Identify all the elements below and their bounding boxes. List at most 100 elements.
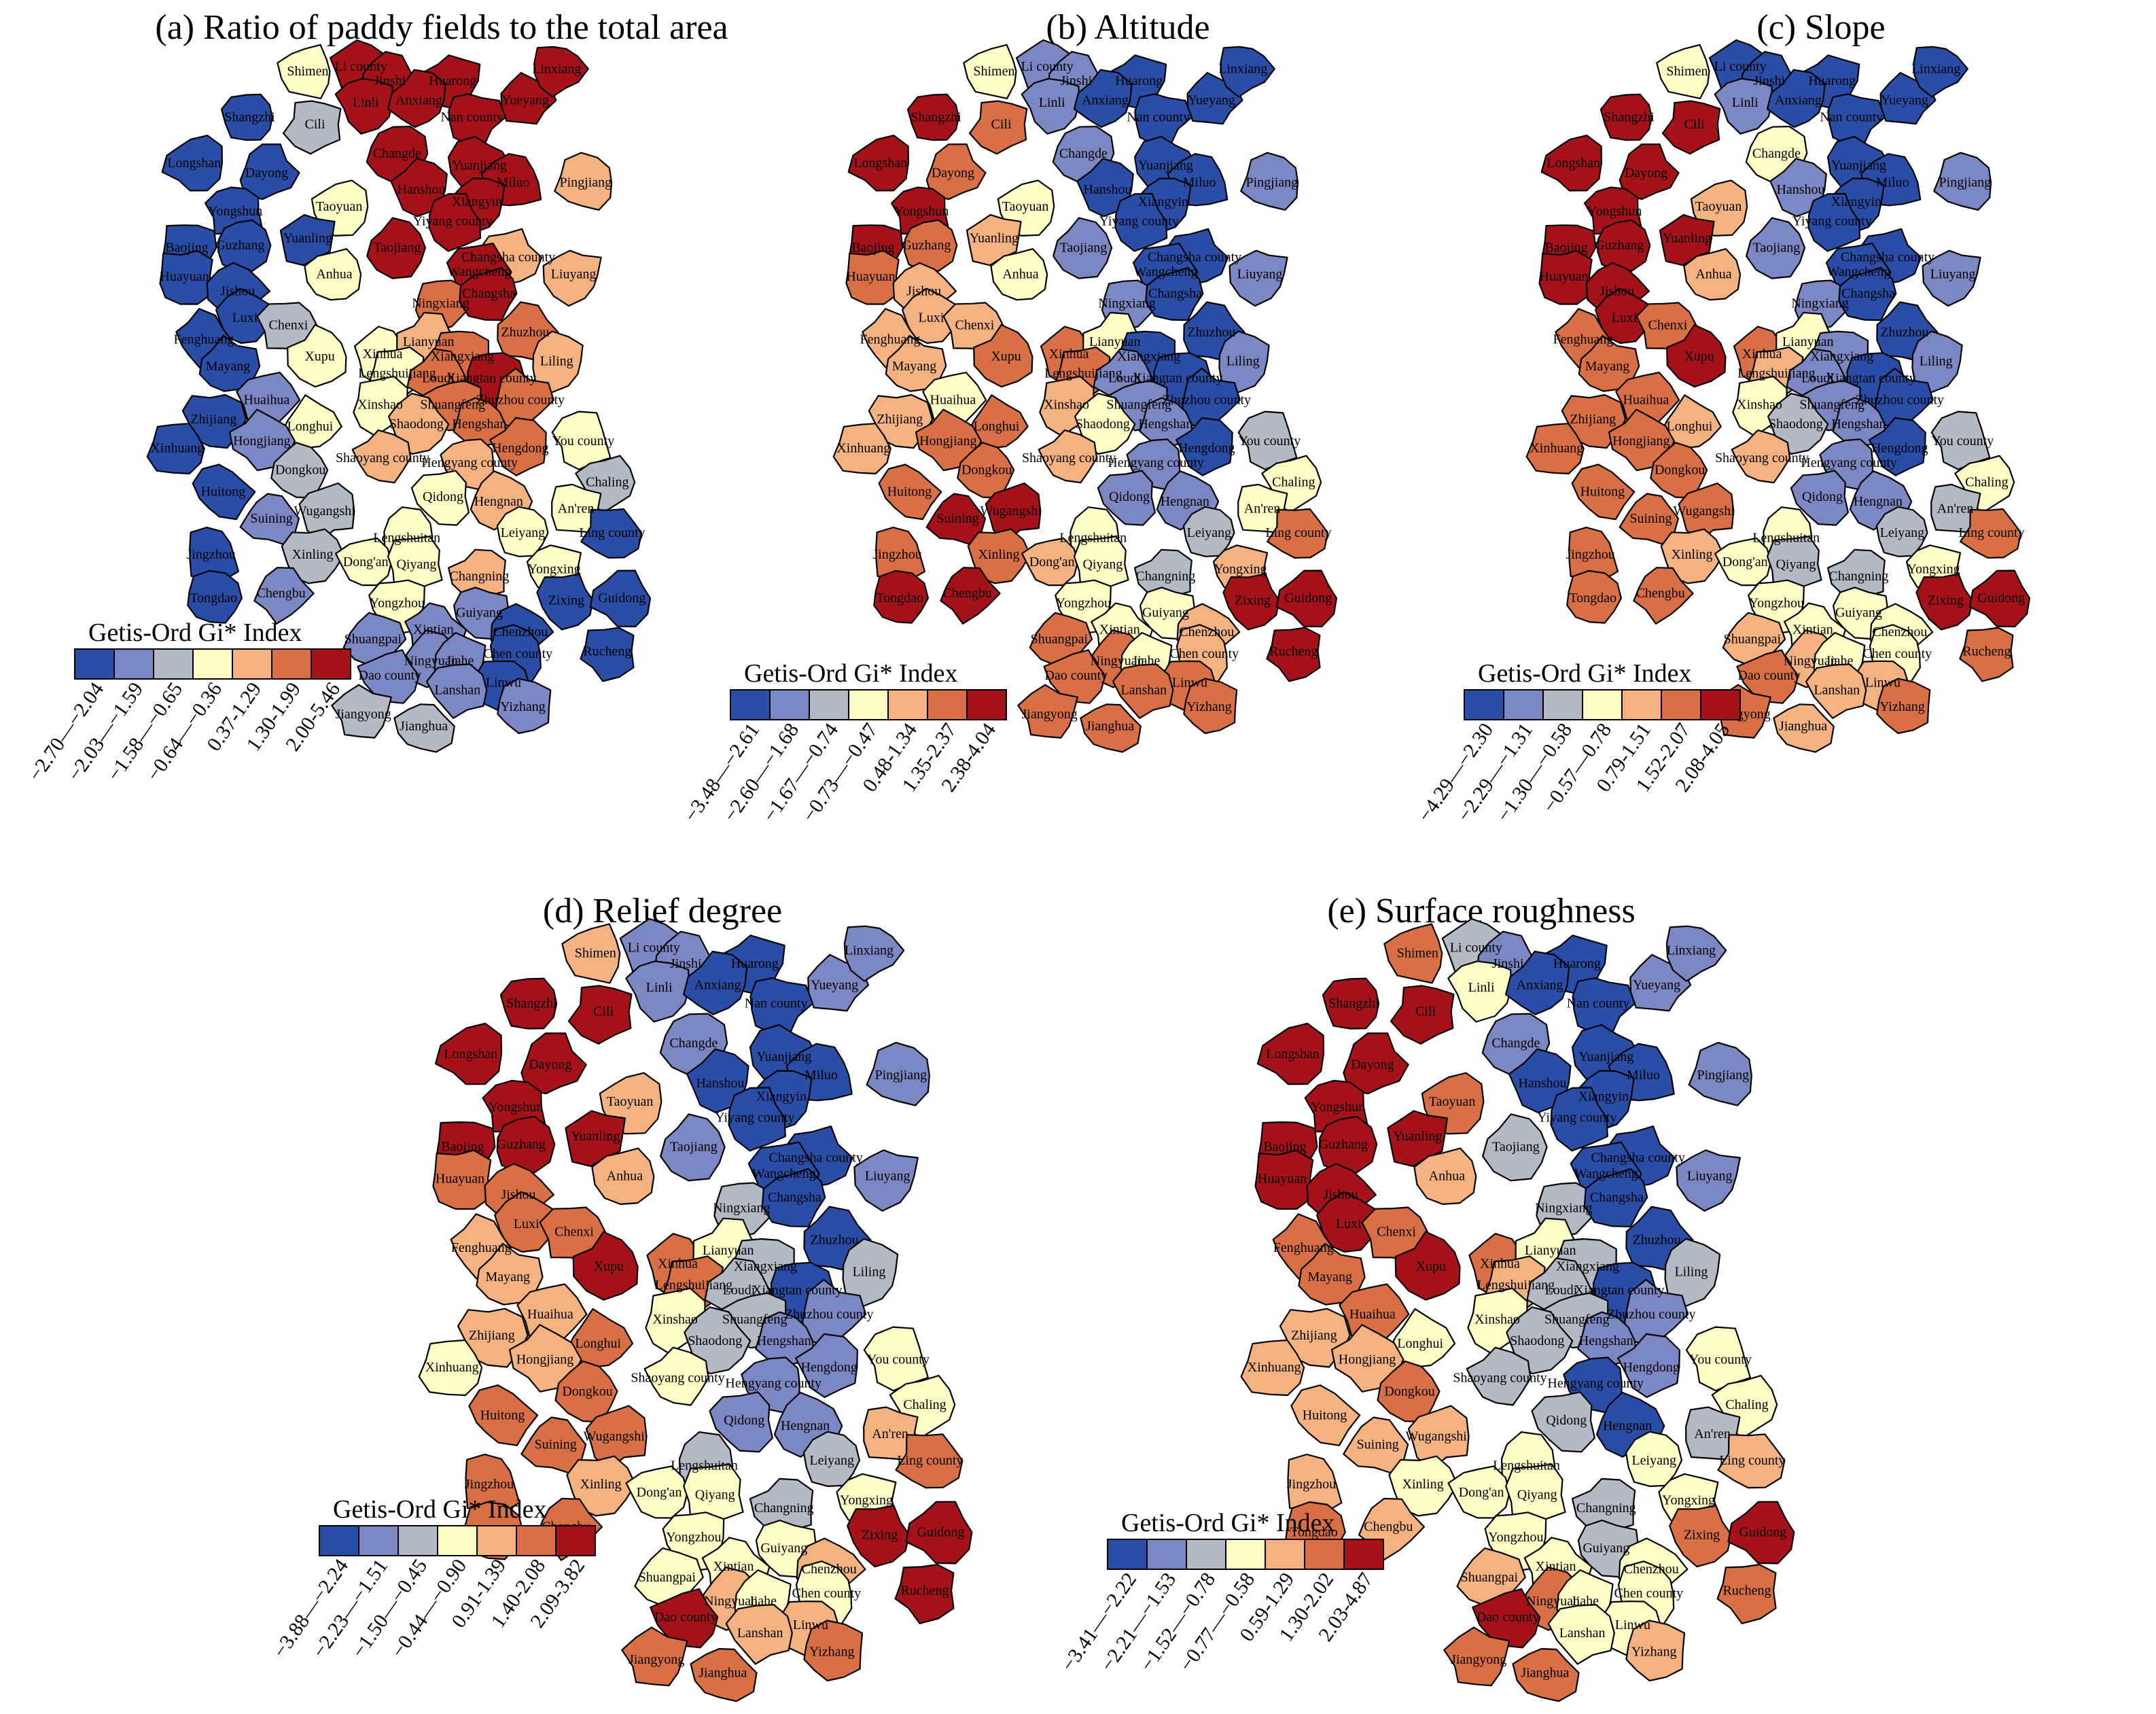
county-wugangshi-label: Wugangshi [980,504,1042,519]
county-wangcheng-label: Wangcheng [447,264,511,279]
county-loudi-label: Loudi [422,371,455,386]
county-taojiang-label: Taojiang [1492,1140,1540,1155]
county-nan-county-label: Nan county [1820,110,1883,125]
county-an-ren-label: An'ren [1694,1427,1731,1441]
county-anhua-region [990,248,1048,301]
county-hengyang-county-label: Hengyang county [725,1376,821,1391]
county-zhuzhou-label: Zhuzhou [811,1233,859,1248]
county-xupu-label: Xupu [991,349,1021,364]
county-nan-county-label: Nan county [745,996,808,1011]
county-jiahe-label: Jiahe [446,654,474,669]
county-taoyuan-label: Taoyuan [1695,199,1742,214]
county-xinhua-label: Xinhua [1049,347,1089,362]
county-xiangtan-county-label: Xiangtan county [1133,371,1223,386]
county-taojiang-region [1746,217,1806,279]
county-rucheng-label: Rucheng [1722,1583,1771,1598]
county-linxiang-region [1220,46,1275,98]
county-yueyang-label: Yueyang [1633,977,1680,992]
county-guiyang-label: Guiyang [1583,1541,1629,1556]
county-loudi-label: Loudi [723,1283,756,1298]
county-linwu-label: Linwu [1172,676,1207,690]
county-lengshuitan-label: Lengshuitan [1752,530,1820,545]
county-qiyang-label: Qiyang [1775,557,1816,572]
county-ningxiang-label: Ningxiang [1535,1201,1592,1216]
county-luxi-label: Luxi [1612,311,1638,326]
county-ling-county-label: Ling county [897,1453,963,1468]
county-xinhua-label: Xinhua [363,347,403,362]
county-anhua-region [1683,248,1742,301]
county-linwu-label: Linwu [1615,1617,1650,1632]
county-zixing-label: Zixing [1235,593,1271,608]
panel-a-legend: Getis-Ord Gi* Index−2.70—−2.04−2.03—−1.5… [24,618,351,785]
county-huayuan-region [1254,1149,1314,1210]
county-anhua-region [304,248,362,301]
county-tongdao-region [1566,570,1622,624]
county-yiyang-county-region [1807,192,1861,252]
county-jishou-label: Jishou [1600,284,1634,299]
county-yongxing-label: Yongxing [840,1493,893,1508]
county-suining-label: Suining [1629,511,1672,526]
county-lengshuitan-label: Lengshuitan [373,530,440,545]
county-guidong-region [905,1501,973,1564]
county-hengdong-region [489,417,547,476]
county-changsha-label: Changsha [1841,286,1895,301]
county-linli-region [1447,960,1513,1023]
county-wugangshi-region [1678,482,1735,542]
county-you-county-label: You county [1689,1352,1752,1367]
panel-a-legend-swatch-1 [74,648,115,680]
county-yongxing-label: Yongxing [1662,1493,1715,1508]
county-yongshun-label: Yongshun [1587,204,1642,219]
county-yongxing-label: Yongxing [528,562,581,577]
panel-a: (a) Ratio of paddy fields to the total a… [24,8,728,785]
county-hengnan-label: Hengnan [781,1418,830,1433]
county-xiangtan-county-label: Xiangtan county [752,1283,843,1298]
county-chenxi-label: Chenxi [269,317,308,332]
county-qidong-region [709,1391,773,1453]
county-anxiang-region [1766,69,1826,128]
county-linwu-label: Linwu [1865,676,1901,690]
county-shangzhi-label: Shangzhi [1328,996,1379,1011]
county-longshan-label: Longshan [1547,156,1600,171]
county-changde-label: Changde [1059,146,1108,161]
county-shaodong-label: Shaodong [1076,417,1130,432]
county-shaoyang-county-label: Shaoyang county [1715,451,1809,466]
county-qidong-label: Qidong [1802,489,1843,504]
county-xinshao-label: Xinshao [1044,398,1089,413]
county-shaodong-label: Shaodong [1510,1333,1564,1348]
county-guzhang-region [217,219,272,272]
county-linwu-label: Linwu [793,1617,828,1632]
county-you-county-label: You county [867,1352,930,1367]
county-xupu-region [287,323,347,388]
county-taojiang-label: Taojiang [670,1140,718,1155]
county-yizhang-label: Yizhang [500,699,546,714]
county-xinshao-label: Xinshao [357,398,403,413]
county-changsha-region [1583,1168,1648,1227]
county-hengdong-label: Hengdong [1178,441,1235,456]
county-lanshan-label: Lanshan [1559,1626,1606,1641]
panel-d-legend-swatch-5 [476,1525,517,1556]
county-jinshi-label: Jinshi [670,956,702,971]
county-huayuan-region [432,1149,492,1210]
county-lanshan-region [1805,663,1867,719]
county-suining-label: Suining [1357,1437,1399,1452]
county-liuyang-label: Liuyang [1930,267,1976,282]
county-miluo-label: Miluo [497,175,530,190]
county-dao-county-label: Dao county [1477,1610,1540,1625]
county-zhuzhou-county-label: Zhuzhou county [1163,393,1252,408]
panel-b-legend: Getis-Ord Gi* Index−3.48—−2.61−2.60—−1.6… [679,659,1007,826]
county-fenghuang-label: Fenghuang [451,1240,512,1255]
panel-c-legend-swatch-6 [1661,689,1701,720]
county-cili-region [567,985,633,1045]
county-hengshan-label: Hengshan [1579,1333,1633,1348]
county-shuangpai-label: Shuangpai [1724,632,1782,647]
county-wugangshi-label: Wugangshi [294,504,356,519]
county-shaoyang-county-region [1731,429,1791,484]
county-jiahe-label: Jiahe [1132,654,1160,669]
panel-c-legend-swatch-3 [1542,689,1583,720]
county-xinling-region [566,1455,636,1517]
county-yiyang-county-label: Yiyang county [715,1110,794,1125]
county-longhui-label: Longhui [974,419,1020,434]
county-xiangyin-label: Xiangyin [1138,194,1188,209]
